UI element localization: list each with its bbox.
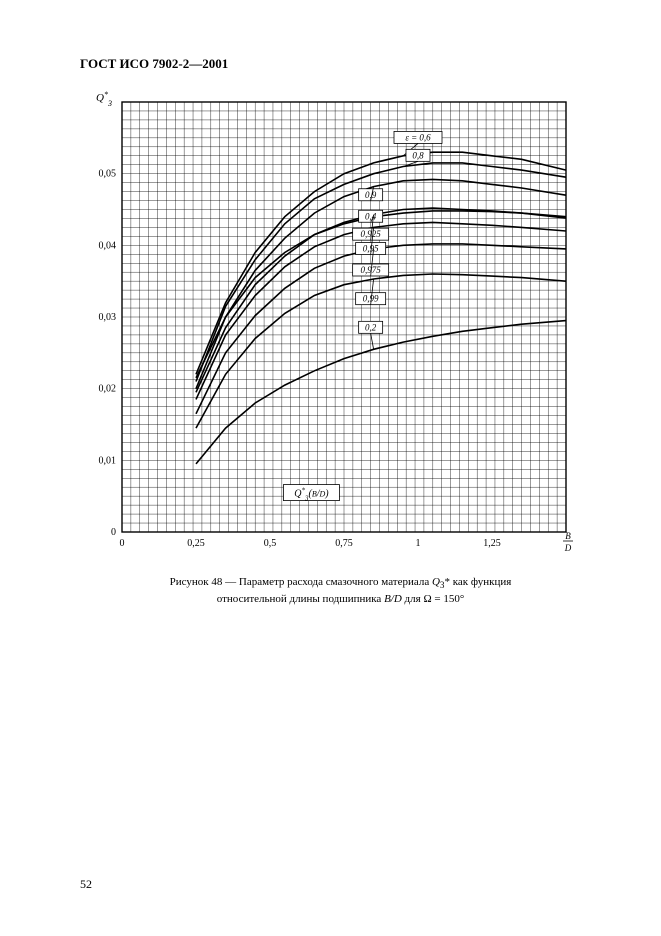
page-number: 52 <box>80 877 92 892</box>
chart-svg: 0 0,01 0,02 0,03 0,04 0,05 Q*3 0 0,25 0,5 0,75 1 1,2… <box>80 90 580 558</box>
svg-text:0,02: 0,02 <box>99 384 117 395</box>
svg-text:0: 0 <box>120 538 125 549</box>
figure-caption: Рисунок 48 — Параметр расхода смазочного… <box>80 575 601 606</box>
svg-text:0,75: 0,75 <box>335 538 353 549</box>
svg-text:0: 0 <box>111 527 116 538</box>
chart-container: 0 0,01 0,02 0,03 0,04 0,05 Q*3 0 0,25 0,5 0,75 1 1,2… <box>80 90 580 563</box>
svg-text:0,25: 0,25 <box>187 538 205 549</box>
caption-text-2: * как функция <box>445 576 512 588</box>
caption-text: Рисунок 48 — Параметр расхода смазочного… <box>170 576 432 588</box>
svg-text:0,8: 0,8 <box>412 150 424 160</box>
svg-text:0,5: 0,5 <box>264 538 277 549</box>
svg-text:D: D <box>564 543 572 553</box>
svg-text:0,05: 0,05 <box>99 169 117 180</box>
svg-text:B: B <box>565 531 571 541</box>
svg-text:0,03: 0,03 <box>99 312 117 323</box>
caption-BD: B/D <box>384 593 402 605</box>
svg-text:1: 1 <box>416 538 421 549</box>
svg-text:ε = 0,6: ε = 0,6 <box>405 132 431 142</box>
svg-text:0,2: 0,2 <box>365 322 377 332</box>
svg-text:0,01: 0,01 <box>99 455 117 466</box>
caption-symbol-Q: Q <box>432 576 440 588</box>
caption-text-3: относительной длины подшипника <box>217 593 384 605</box>
svg-text:0,4: 0,4 <box>365 211 377 221</box>
svg-text:0,04: 0,04 <box>99 240 117 251</box>
svg-text:Q*3: Q*3 <box>96 90 112 108</box>
doc-header: ГОСТ ИСО 7902-2—2001 <box>80 56 601 72</box>
svg-text:1,25: 1,25 <box>483 538 501 549</box>
caption-text-4: для Ω = 150° <box>402 593 464 605</box>
